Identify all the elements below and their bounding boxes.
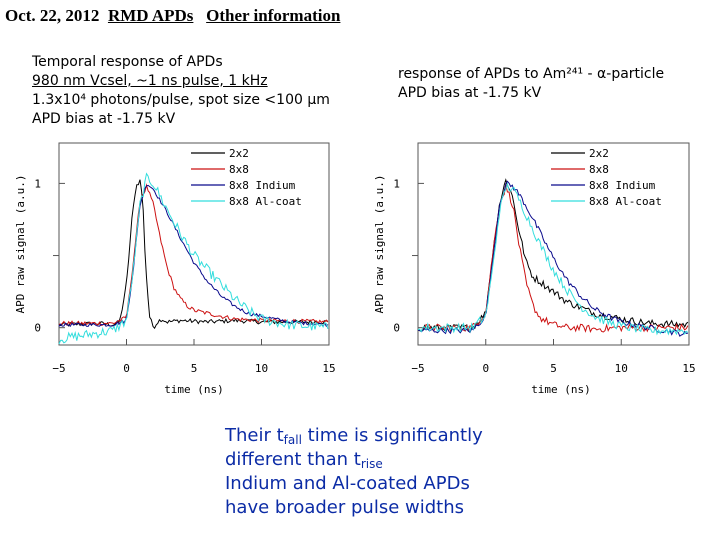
left-desc-line-1: Temporal response of APDs bbox=[32, 54, 223, 70]
series-line-8x8-al-coat bbox=[417, 182, 689, 336]
x-tick-label: −5 bbox=[52, 362, 65, 375]
legend-label: 8x8 Indium bbox=[589, 179, 656, 192]
x-tick-label: 5 bbox=[550, 362, 557, 375]
plot-frame bbox=[58, 142, 330, 346]
x-tick-label: 15 bbox=[682, 362, 695, 375]
left-panel-description: Temporal response of APDs 980 nm Vcsel, … bbox=[32, 53, 330, 129]
y-tick-label: 1 bbox=[393, 177, 400, 190]
legend-label: 8x8 bbox=[229, 163, 249, 176]
y-axis-label: APD raw signal (a.u.) bbox=[14, 174, 27, 313]
left-desc-line-2: 980 nm Vcsel, ~1 ns pulse, 1 kHz bbox=[32, 73, 268, 89]
left-desc-line-4: APD bias at -1.75 kV bbox=[32, 111, 176, 127]
y-tick-label: 1 bbox=[34, 177, 41, 190]
x-tick-label: 15 bbox=[322, 362, 335, 375]
conclusion-text: Their tfall time is significantly differ… bbox=[225, 424, 483, 520]
series-line-8x8-al-coat bbox=[58, 172, 329, 345]
x-tick-label: 10 bbox=[255, 362, 268, 375]
legend-label: 2x2 bbox=[589, 147, 609, 160]
x-tick-label: −5 bbox=[411, 362, 424, 375]
series-line-8x8 bbox=[417, 184, 689, 333]
right-panel-description: response of APDs to Am²⁴¹ - α-particle A… bbox=[398, 65, 664, 103]
chart-right: −5 0 5 10 15 0 1 time (ns) APD raw signal (a.u.)… bbox=[373, 142, 696, 396]
header-subtopic: Other information bbox=[206, 6, 341, 25]
y-tick-label: 0 bbox=[393, 322, 400, 335]
series-line-2x2 bbox=[417, 178, 689, 333]
x-axis-label: time (ns) bbox=[531, 383, 591, 396]
chart-left: −5 0 5 10 15 0 1 time (ns) APD raw signal (a.u.)… bbox=[14, 142, 336, 396]
conclusion-line-1: Their tfall time is significantly bbox=[225, 425, 483, 447]
x-tick-label: 10 bbox=[615, 362, 628, 375]
conclusion-line-2: different than trise bbox=[225, 449, 383, 471]
x-tick-label: 5 bbox=[191, 362, 198, 375]
x-axis-label: time (ns) bbox=[164, 383, 224, 396]
right-desc-line-1: response of APDs to Am²⁴¹ - α-particle bbox=[398, 66, 665, 82]
slide-header: Oct. 22, 2012 RMD APDs Other information bbox=[5, 6, 340, 26]
series-line-8x8-indium bbox=[58, 184, 329, 328]
conclusion-line-4: have broader pulse widths bbox=[225, 497, 464, 518]
header-date: Oct. 22, 2012 bbox=[5, 6, 100, 25]
legend-label: 2x2 bbox=[229, 147, 249, 160]
legend-label: 8x8 Indium bbox=[229, 179, 296, 192]
legend-label: 8x8 Al-coat bbox=[229, 195, 302, 208]
x-tick-label: 0 bbox=[123, 362, 130, 375]
legend-label: 8x8 bbox=[589, 163, 609, 176]
legend-label: 8x8 Al-coat bbox=[589, 195, 662, 208]
conclusion-line-3: Indium and Al-coated APDs bbox=[225, 473, 470, 494]
y-tick-label: 0 bbox=[34, 322, 41, 335]
left-desc-line-3: 1.3x10⁴ photons/pulse, spot size <100 µm bbox=[32, 92, 330, 108]
x-tick-label: 0 bbox=[482, 362, 489, 375]
y-axis-label: APD raw signal (a.u.) bbox=[373, 174, 386, 313]
right-desc-line-2: APD bias at -1.75 kV bbox=[398, 85, 542, 101]
plot-frame bbox=[417, 142, 690, 346]
header-topic: RMD APDs bbox=[107, 6, 194, 25]
